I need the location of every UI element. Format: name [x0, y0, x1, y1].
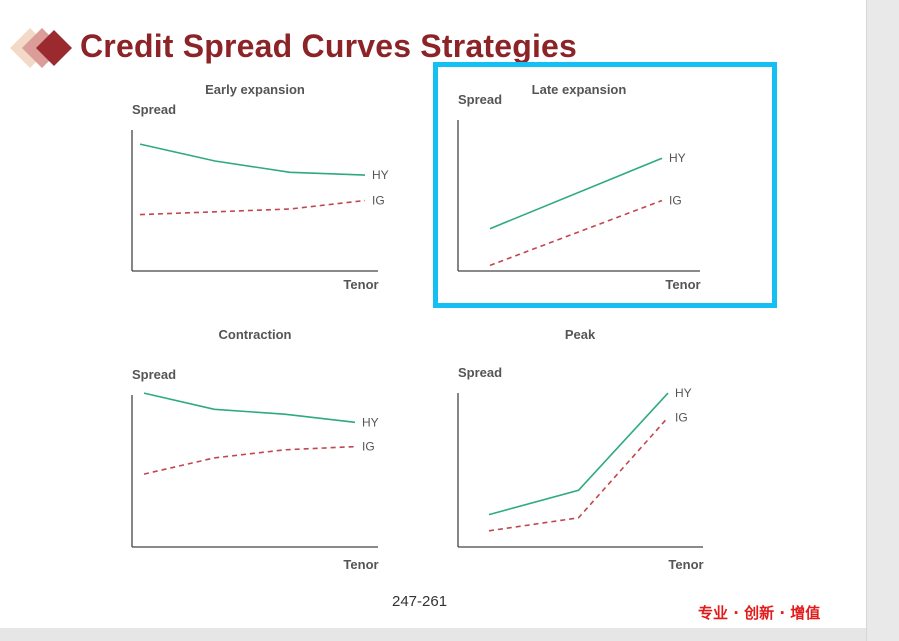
series-label-ig: IG — [669, 194, 682, 208]
series-label-hy: HY — [675, 386, 692, 400]
charts-canvas: Early expansion Spread Tenor HY IG Late expan… — [131, 82, 704, 572]
series-line-hy — [488, 392, 669, 516]
brand-slogan: 专业 · 创新 · 增值 — [698, 604, 821, 622]
vertical-scrollbar[interactable] — [866, 0, 899, 641]
slide: Credit Spread Curves Strategies Early ex… — [0, 0, 866, 628]
bottom-strip — [0, 628, 866, 641]
series-label-ig: IG — [362, 440, 375, 454]
series-line-ig — [489, 199, 663, 267]
series-line-ig — [143, 445, 356, 475]
series-label-hy: HY — [669, 151, 686, 165]
series-label-hy: HY — [372, 168, 389, 182]
chart-title: Early expansion — [205, 82, 305, 97]
x-axis-label: Tenor — [343, 557, 378, 572]
page-title: Credit Spread Curves Strategies — [80, 28, 578, 64]
y-axis-label: Spread — [132, 102, 176, 117]
series-label-ig: IG — [372, 194, 385, 208]
chart-title: Late expansion — [532, 82, 627, 97]
x-axis-label: Tenor — [668, 557, 703, 572]
series-line-hy — [139, 143, 366, 176]
chart-title: Contraction — [219, 327, 292, 342]
series-line-ig — [488, 416, 669, 532]
series-label-ig: IG — [675, 410, 688, 424]
x-axis-label: Tenor — [665, 277, 700, 292]
series-label-hy: HY — [362, 415, 379, 429]
series-line-ig — [139, 199, 366, 216]
page-number: 247-261 — [392, 593, 448, 610]
chart-title: Peak — [565, 327, 596, 342]
y-axis-label: Spread — [132, 367, 176, 382]
highlight-box — [433, 62, 777, 308]
y-axis-label: Spread — [458, 92, 502, 107]
diamond-logo-icon — [10, 28, 72, 68]
y-axis-label: Spread — [458, 365, 502, 380]
series-line-hy — [489, 157, 663, 230]
series-line-hy — [143, 392, 356, 424]
x-axis-label: Tenor — [343, 277, 378, 292]
